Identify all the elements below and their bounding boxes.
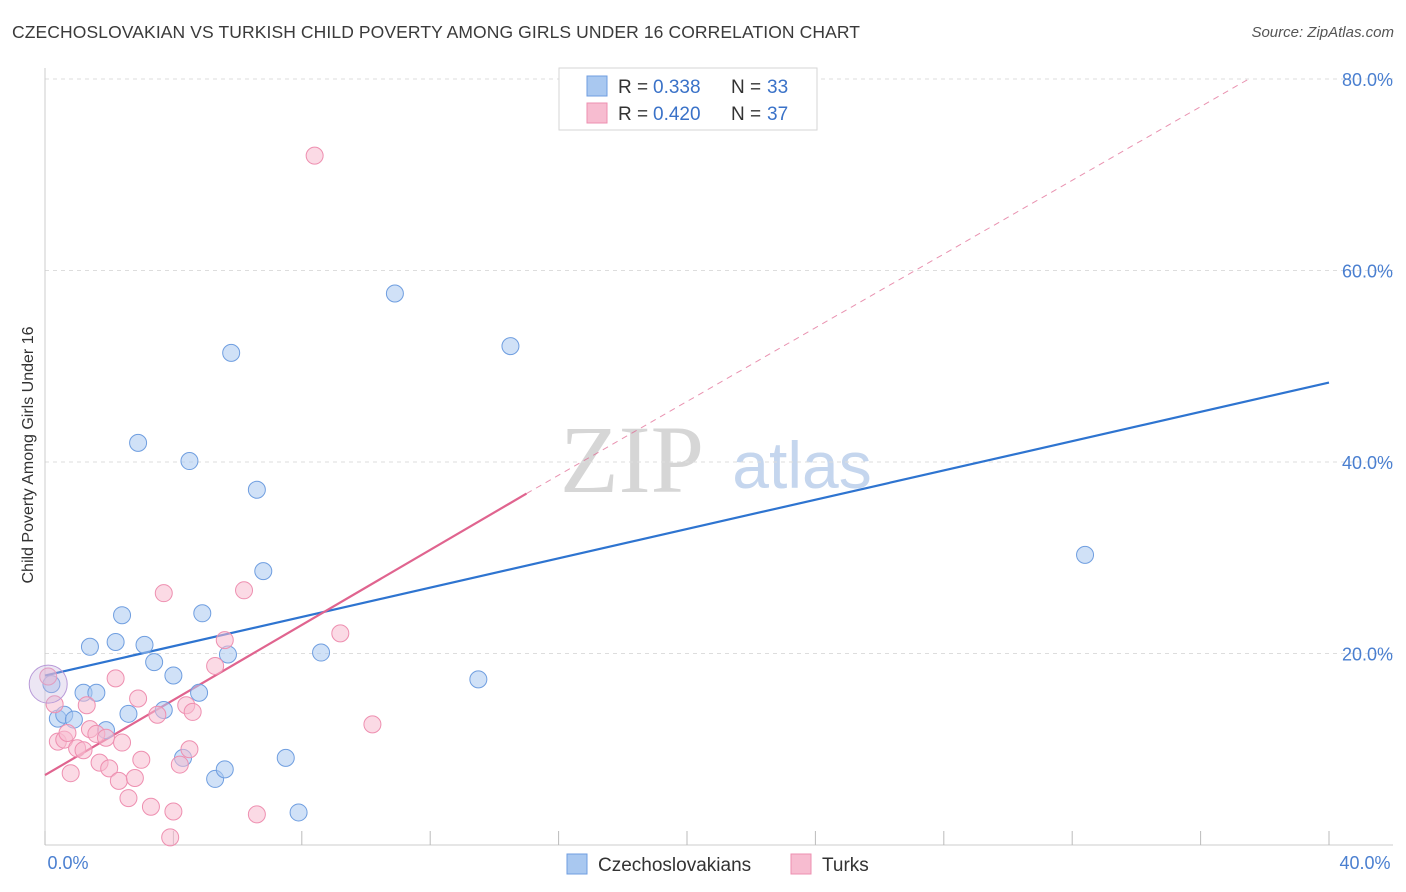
trend-line-czechoslovakians <box>44 381 1330 677</box>
point-czechoslovakians-27 <box>289 803 308 822</box>
legend-n-label-1: N = <box>731 77 761 98</box>
point-turks-26 <box>170 755 189 774</box>
point-czechoslovakians-29 <box>385 284 404 303</box>
point-czechoslovakians-8 <box>106 633 125 652</box>
point-czechoslovakians-18 <box>190 683 209 702</box>
y-axis-label: Child Poverty Among Girls Under 16 <box>20 326 37 583</box>
point-czechoslovakians-6 <box>87 683 106 702</box>
series-legend-swatch-czechoslovakians <box>566 853 588 875</box>
point-czechoslovakians-24 <box>247 480 266 499</box>
legend-n-value-2: 37 <box>767 104 788 125</box>
point-czechoslovakians-10 <box>119 704 138 723</box>
point-turks-25 <box>164 802 183 821</box>
y-tick-label-80: 80.0% <box>1342 70 1393 90</box>
point-turks-18 <box>125 768 144 787</box>
data-points <box>28 146 1095 847</box>
point-czechoslovakians-23 <box>222 343 241 362</box>
y-tick-label-40: 40.0% <box>1342 453 1393 473</box>
y-tick-label-20: 20.0% <box>1342 645 1393 665</box>
series-legend-label-czechoslovakians: Czechoslovakians <box>598 855 751 876</box>
point-czechoslovakians-12 <box>135 635 154 654</box>
point-czechoslovakians-15 <box>164 666 183 685</box>
point-turks-4 <box>58 723 77 742</box>
trend-lines <box>44 78 1330 777</box>
point-turks-15 <box>109 771 128 790</box>
point-turks-8 <box>77 696 96 715</box>
gridlines <box>45 78 1393 654</box>
trend-line-extension-turks <box>526 78 1249 495</box>
point-turks-28 <box>180 740 199 759</box>
point-turks-36 <box>363 715 382 734</box>
point-czechoslovakians-5 <box>80 637 99 656</box>
legend-swatch-czechoslovakians <box>586 75 608 97</box>
point-turks-0 <box>39 667 58 686</box>
point-czechoslovakians-25 <box>254 562 273 581</box>
point-czechoslovakians-31 <box>501 337 520 356</box>
point-czechoslovakians-9 <box>113 606 132 625</box>
point-turks-7 <box>74 741 93 760</box>
point-turks-34 <box>305 146 324 165</box>
point-turks-32 <box>235 581 254 600</box>
point-czechoslovakians-28 <box>312 643 331 662</box>
x-tick-label-max: 40.0% <box>1339 853 1390 873</box>
point-turks-29 <box>183 702 202 721</box>
legend-r-label-1: R = <box>618 77 648 98</box>
legend-n-label-2: N = <box>731 104 761 125</box>
legend-r-label-2: R = <box>618 104 648 125</box>
legend-n-value-1: 33 <box>767 77 788 98</box>
point-czechoslovakians-19 <box>193 604 212 623</box>
point-czechoslovakians-17 <box>180 452 199 471</box>
legend-r-value-1: 0.338 <box>653 77 701 98</box>
legend-swatch-turks <box>586 102 608 124</box>
series-legend: Czechoslovakians Turks <box>566 853 869 876</box>
point-turks-22 <box>148 705 167 724</box>
series-legend-label-turks: Turks <box>822 855 869 876</box>
point-turks-16 <box>113 733 132 752</box>
point-turks-14 <box>106 669 125 688</box>
point-turks-20 <box>132 750 151 769</box>
y-tick-label-60: 60.0% <box>1342 262 1393 282</box>
point-cluster-overlap <box>28 664 68 704</box>
y-tick-labels: 20.0% 40.0% 60.0% 80.0% <box>1342 70 1393 665</box>
point-turks-23 <box>154 584 173 603</box>
point-turks-33 <box>247 805 266 824</box>
point-czechoslovakians-26 <box>276 748 295 767</box>
point-turks-30 <box>206 656 225 675</box>
point-turks-13 <box>100 759 119 778</box>
point-turks-19 <box>129 689 148 708</box>
point-czechoslovakians-21 <box>215 760 234 779</box>
point-turks-12 <box>96 728 115 747</box>
point-czechoslovakians-11 <box>129 433 148 452</box>
series-legend-swatch-turks <box>790 853 812 875</box>
point-turks-17 <box>119 789 138 808</box>
point-turks-31 <box>215 631 234 650</box>
point-turks-24 <box>161 828 180 847</box>
point-turks-5 <box>61 764 80 783</box>
point-czechoslovakians-30 <box>469 670 488 689</box>
x-tick-label-min: 0.0% <box>47 853 88 873</box>
point-turks-21 <box>141 797 160 816</box>
source-credit: Source: ZipAtlas.com <box>1251 24 1394 41</box>
watermark-zip: ZIP <box>560 406 704 513</box>
watermark-atlas: atlas <box>732 428 871 502</box>
correlation-legend: R = 0.338 N = 33 R = 0.420 N = 37 <box>558 67 818 131</box>
trend-line-turks <box>44 492 528 777</box>
chart-title: CZECHOSLOVAKIAN VS TURKISH CHILD POVERTY… <box>12 22 861 42</box>
legend-r-value-2: 0.420 <box>653 104 701 125</box>
point-turks-35 <box>331 624 350 643</box>
x-minor-ticks <box>44 831 1330 845</box>
point-czechoslovakians-32 <box>1076 545 1095 564</box>
point-czechoslovakians-13 <box>145 653 164 672</box>
